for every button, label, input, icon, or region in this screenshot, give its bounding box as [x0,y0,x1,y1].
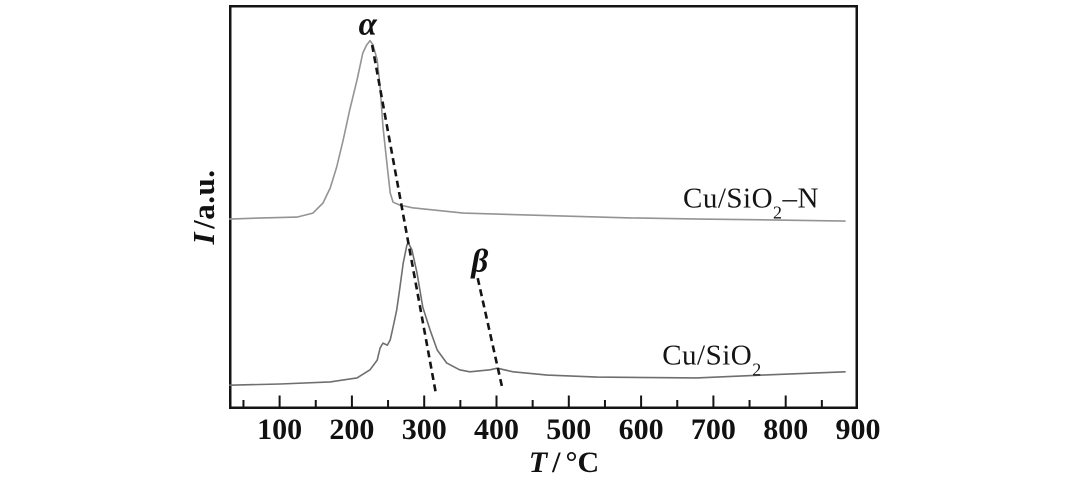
x-tick-label: 500 [546,413,592,446]
peak-label-alpha: α [358,6,377,43]
tpr-chart [229,5,858,409]
curve-label-subscript: 2 [773,202,783,223]
x-tick-label: 100 [257,413,303,446]
peak-label-beta: β [471,243,489,280]
plot-frame [229,5,858,409]
x-tick-label: 600 [618,413,664,446]
x-axis-unit: °C [565,446,600,479]
y-axis-unit: /a.u. [186,169,221,229]
x-tick-label: 900 [835,413,881,446]
curve-label-text: Cu/SiO [662,339,753,372]
x-tick-label: 400 [474,413,519,446]
x-tick-label: 700 [690,413,736,446]
y-axis-label: I/a.u. [186,170,222,245]
curve-cu-sio2 [229,242,846,387]
x-tick-label: 800 [763,413,809,446]
plot-area [229,5,858,409]
curve-label-text: Cu/SiO [683,182,774,215]
y-axis-symbol: I [186,231,221,245]
x-axis-separator: / [552,446,561,479]
x-axis-symbol: T [528,446,548,479]
curve-cu-sio2-n [229,39,846,222]
curve-label-cu-sio2-n: Cu/SiO2–N [683,182,819,221]
x-axis-label: T / °C [529,446,599,480]
alpha-guide-line [370,44,438,394]
x-tick-label: 300 [401,413,447,446]
curve-label-suffix: –N [782,182,819,215]
x-tick-label: 200 [329,413,375,446]
curve-label-subscript: 2 [752,359,762,380]
curve-label-cu-sio2: Cu/SiO2 [662,339,762,379]
beta-guide-line [476,277,504,389]
